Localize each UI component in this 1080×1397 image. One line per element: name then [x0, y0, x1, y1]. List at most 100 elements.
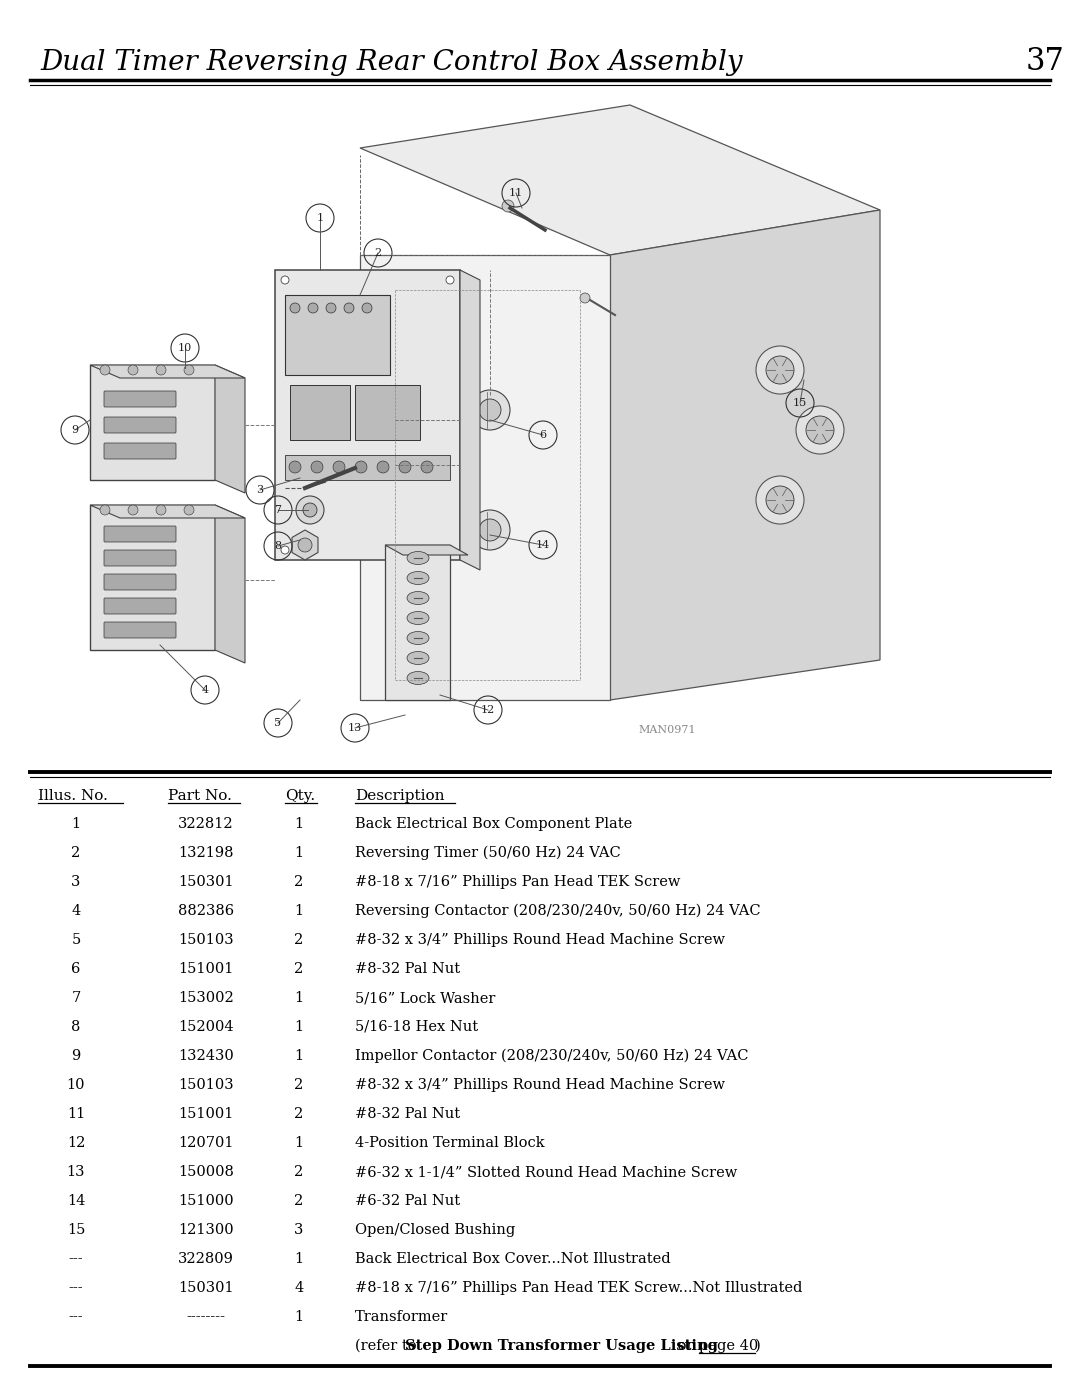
Text: 10: 10: [178, 344, 192, 353]
Text: 153002: 153002: [178, 990, 234, 1004]
Circle shape: [298, 538, 312, 552]
Circle shape: [100, 504, 110, 515]
Text: 4: 4: [71, 904, 81, 918]
Circle shape: [308, 303, 318, 313]
Text: 151001: 151001: [178, 1106, 233, 1120]
FancyBboxPatch shape: [104, 416, 176, 433]
Circle shape: [281, 277, 289, 284]
Text: 1: 1: [295, 1020, 303, 1034]
Circle shape: [756, 346, 804, 394]
Text: 2: 2: [295, 875, 303, 888]
Circle shape: [446, 546, 454, 555]
Text: 9: 9: [71, 1049, 81, 1063]
Circle shape: [756, 476, 804, 524]
Polygon shape: [90, 365, 215, 481]
Circle shape: [156, 504, 166, 515]
Circle shape: [480, 400, 501, 420]
Text: Step Down Transformer Usage Listing: Step Down Transformer Usage Listing: [405, 1338, 718, 1354]
Ellipse shape: [407, 591, 429, 605]
Polygon shape: [285, 455, 450, 481]
Circle shape: [399, 461, 411, 474]
Text: 2: 2: [295, 1106, 303, 1120]
Text: Impellor Contactor (208/230/240v, 50/60 Hz) 24 VAC: Impellor Contactor (208/230/240v, 50/60 …: [355, 1049, 748, 1063]
Text: 2: 2: [295, 933, 303, 947]
Polygon shape: [384, 545, 468, 555]
Text: 2: 2: [295, 963, 303, 977]
Text: 13: 13: [67, 1165, 85, 1179]
Text: 5/16-18 Hex Nut: 5/16-18 Hex Nut: [355, 1020, 478, 1034]
Text: 2: 2: [295, 1078, 303, 1092]
Text: 3: 3: [256, 485, 264, 495]
Circle shape: [480, 520, 501, 541]
Ellipse shape: [407, 612, 429, 624]
FancyBboxPatch shape: [104, 574, 176, 590]
Text: 12: 12: [67, 1136, 85, 1150]
Text: 11: 11: [509, 189, 523, 198]
Text: 2: 2: [295, 1194, 303, 1208]
Circle shape: [362, 303, 372, 313]
Polygon shape: [285, 295, 390, 374]
Text: 8: 8: [274, 541, 282, 550]
Text: 150301: 150301: [178, 1281, 233, 1295]
Text: 14: 14: [67, 1194, 85, 1208]
Text: 132198: 132198: [178, 847, 233, 861]
Text: 6: 6: [539, 430, 546, 440]
Text: 132430: 132430: [178, 1049, 234, 1063]
Text: 1: 1: [295, 904, 303, 918]
Text: 121300: 121300: [178, 1222, 233, 1236]
Text: 8: 8: [71, 1020, 81, 1034]
Text: ---: ---: [69, 1310, 83, 1324]
Circle shape: [355, 461, 367, 474]
Text: Back Electrical Box Cover...Not Illustrated: Back Electrical Box Cover...Not Illustra…: [355, 1252, 671, 1266]
FancyBboxPatch shape: [104, 550, 176, 566]
Polygon shape: [90, 365, 245, 379]
Text: 12: 12: [481, 705, 495, 715]
Text: page 40: page 40: [699, 1338, 758, 1354]
Text: 1: 1: [316, 212, 324, 224]
Ellipse shape: [407, 651, 429, 665]
Text: MAN0971: MAN0971: [638, 725, 696, 735]
Text: Dual Timer Reversing Rear Control Box Assembly: Dual Timer Reversing Rear Control Box As…: [40, 49, 743, 75]
Text: #6-32 x 1-1/4” Slotted Round Head Machine Screw: #6-32 x 1-1/4” Slotted Round Head Machin…: [355, 1165, 738, 1179]
Text: 15: 15: [67, 1222, 85, 1236]
Text: 9: 9: [71, 425, 79, 434]
Circle shape: [377, 461, 389, 474]
Circle shape: [311, 461, 323, 474]
Circle shape: [806, 416, 834, 444]
Text: 2: 2: [71, 847, 81, 861]
Circle shape: [502, 200, 514, 212]
Text: 3: 3: [295, 1222, 303, 1236]
Text: #8-32 x 3/4” Phillips Round Head Machine Screw: #8-32 x 3/4” Phillips Round Head Machine…: [355, 933, 725, 947]
Text: Illus. No.: Illus. No.: [38, 789, 108, 803]
Circle shape: [345, 303, 354, 313]
Text: 1: 1: [295, 847, 303, 861]
Text: 3: 3: [71, 875, 81, 888]
Text: 14: 14: [536, 541, 550, 550]
Text: 4-Position Terminal Block: 4-Position Terminal Block: [355, 1136, 544, 1150]
Text: 6: 6: [71, 963, 81, 977]
Text: ---: ---: [69, 1252, 83, 1266]
Circle shape: [766, 486, 794, 514]
Circle shape: [184, 504, 194, 515]
Text: Reversing Timer (50/60 Hz) 24 VAC: Reversing Timer (50/60 Hz) 24 VAC: [355, 845, 621, 861]
Text: 1: 1: [71, 817, 81, 831]
Text: 322809: 322809: [178, 1252, 234, 1266]
Text: 13: 13: [348, 724, 362, 733]
Circle shape: [470, 390, 510, 430]
Text: 7: 7: [274, 504, 282, 515]
Text: Qty.: Qty.: [285, 789, 315, 803]
Circle shape: [421, 461, 433, 474]
Text: ---: ---: [69, 1281, 83, 1295]
FancyBboxPatch shape: [104, 622, 176, 638]
Circle shape: [291, 303, 300, 313]
Circle shape: [296, 496, 324, 524]
Text: Reversing Contactor (208/230/240v, 50/60 Hz) 24 VAC: Reversing Contactor (208/230/240v, 50/60…: [355, 904, 760, 918]
Circle shape: [303, 503, 318, 517]
Text: 1: 1: [295, 1310, 303, 1324]
Polygon shape: [291, 386, 350, 440]
FancyBboxPatch shape: [104, 443, 176, 460]
Circle shape: [281, 546, 289, 555]
Text: Description: Description: [355, 789, 445, 803]
Text: 150008: 150008: [178, 1165, 234, 1179]
Text: 1: 1: [295, 1136, 303, 1150]
